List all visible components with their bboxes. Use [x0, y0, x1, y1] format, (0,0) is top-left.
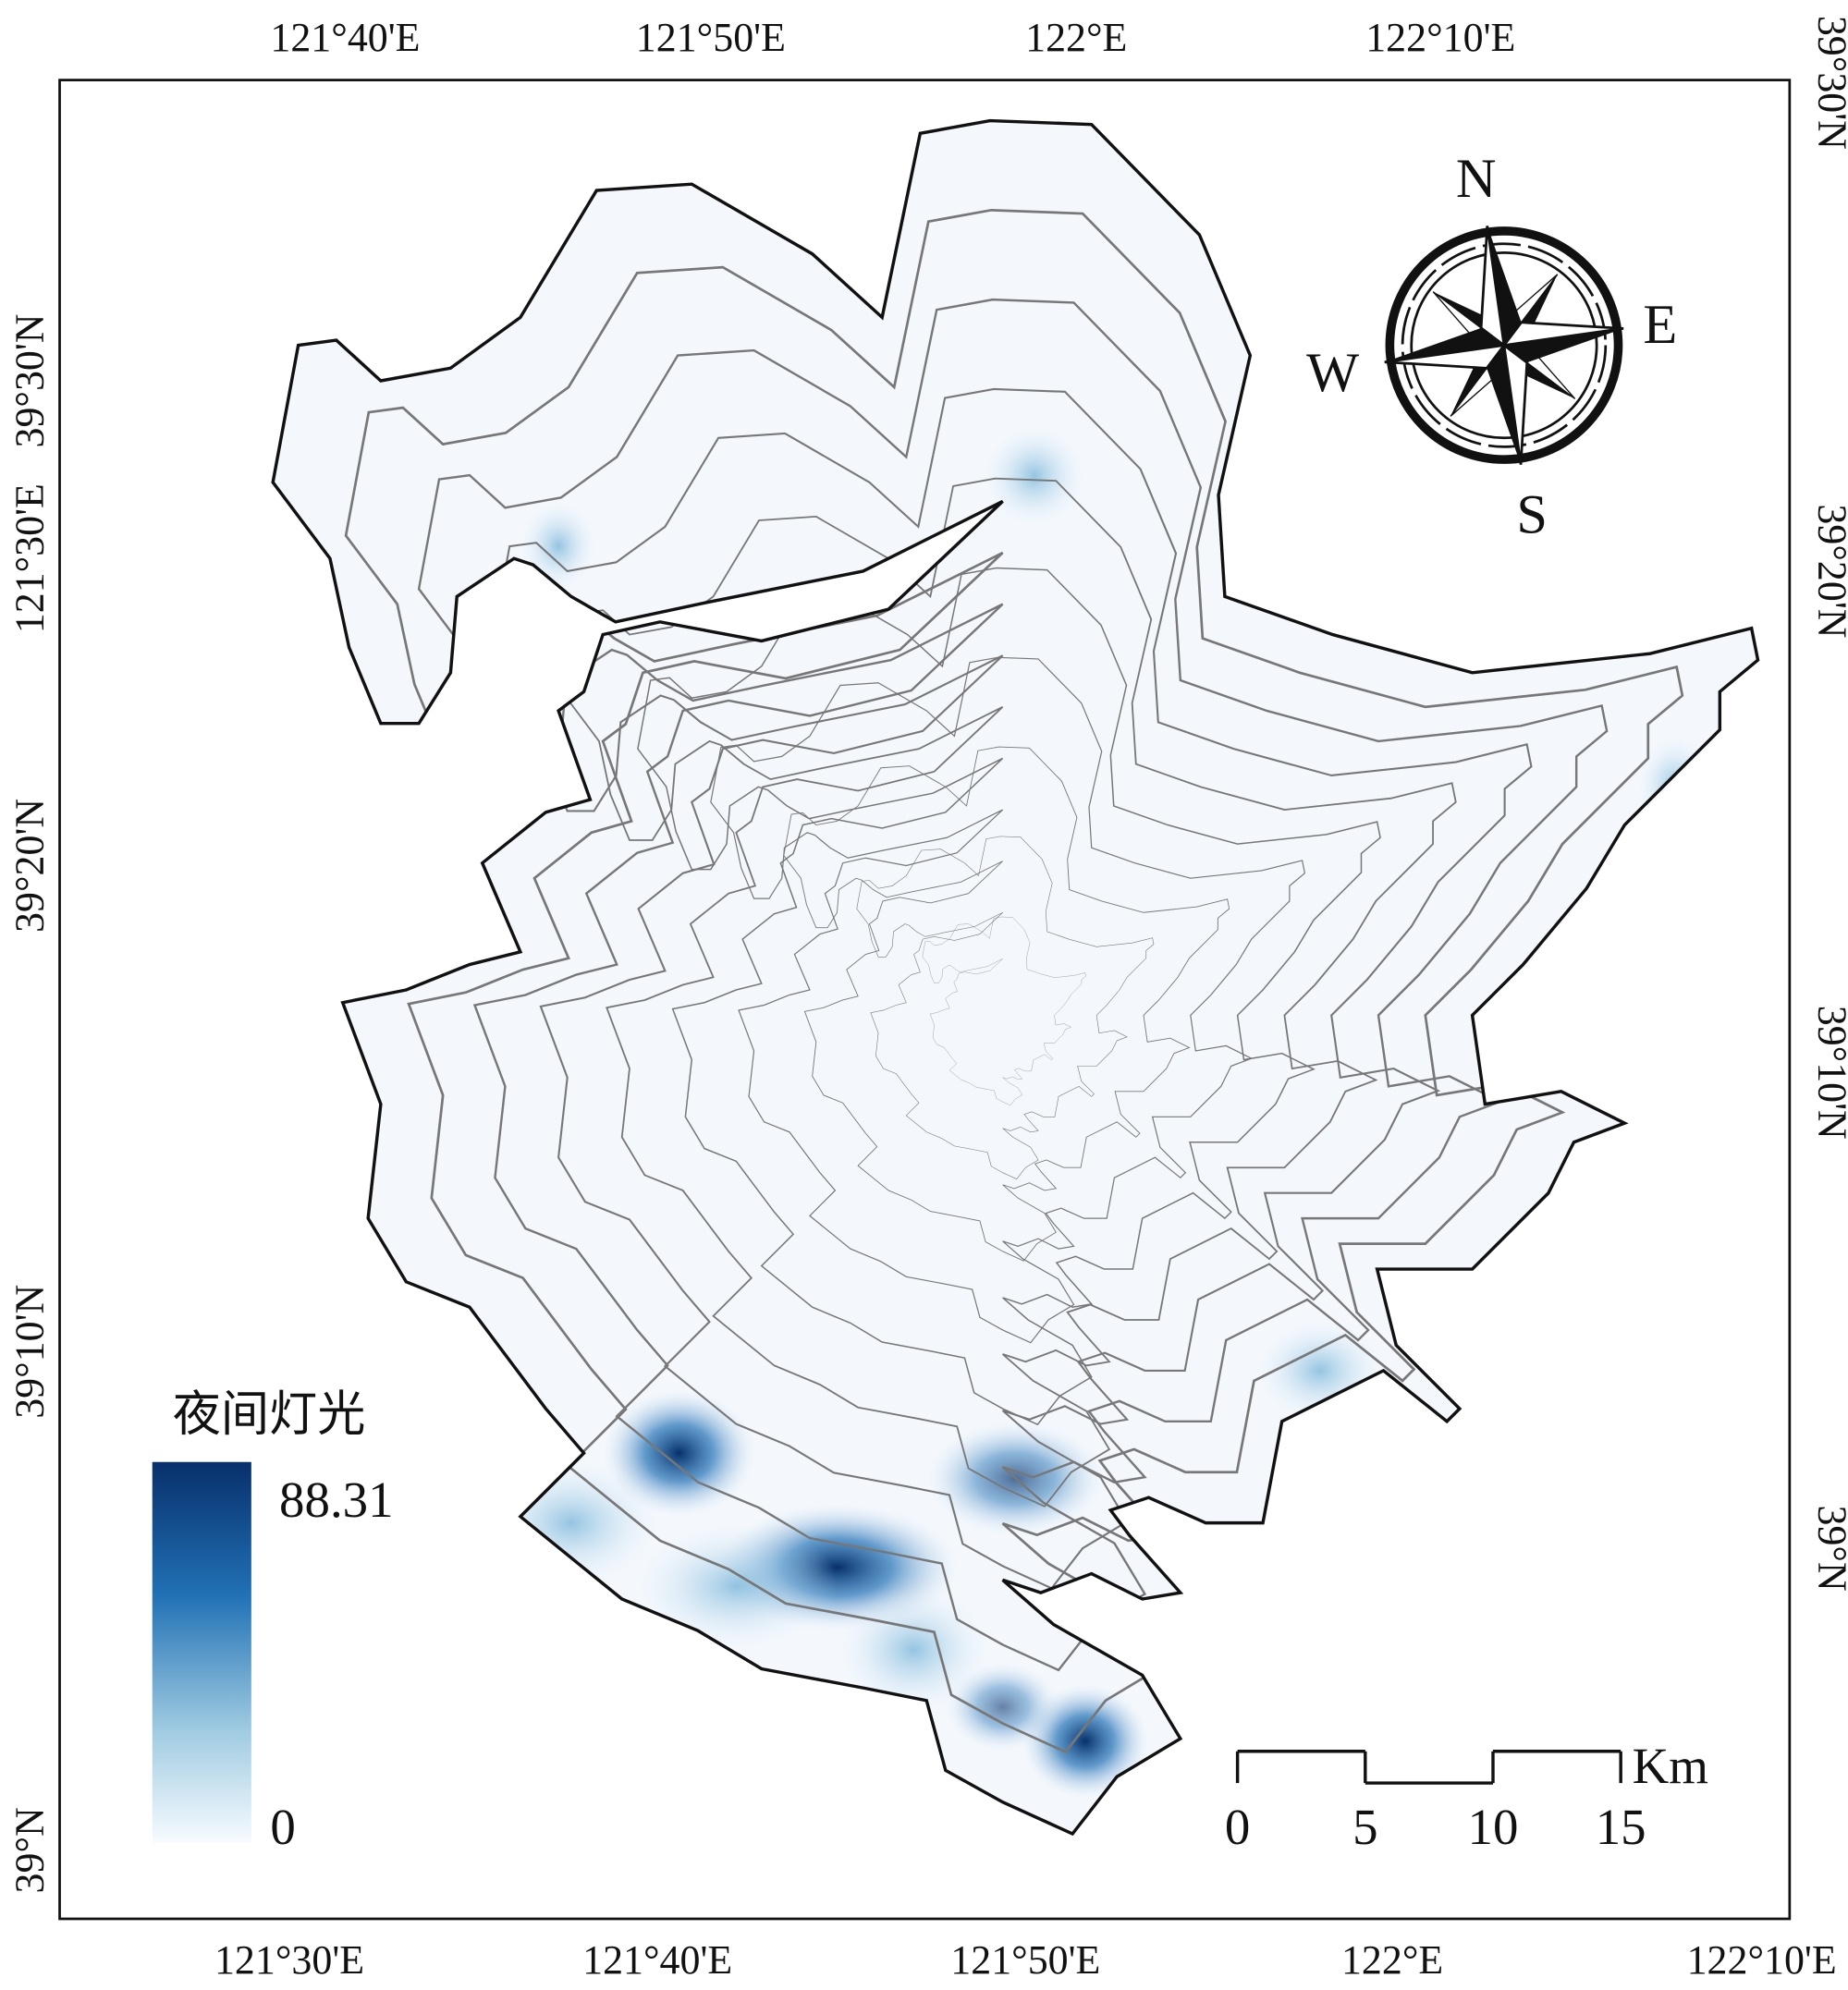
contours	[344, 208, 1684, 1754]
lat-label: 39°10'N	[7, 1285, 53, 1419]
compass-letter: E	[1643, 294, 1677, 356]
lat-label: 39°10'N	[1809, 1006, 1848, 1140]
contour-line	[344, 208, 1684, 1754]
legend-max: 88.31	[279, 1471, 394, 1528]
legend-min: 0	[270, 1799, 295, 1855]
lon-label: 121°40'E	[270, 15, 420, 60]
scale-bar: 0 5 10 15	[1225, 1750, 1646, 1855]
compass-ring	[1401, 242, 1608, 448]
scale-label: 10	[1468, 1799, 1519, 1855]
lon-label: 122°10'E	[1687, 1937, 1837, 1983]
hotspot	[838, 1586, 990, 1714]
contour-line	[637, 567, 1381, 1426]
lon-label: 121°40'E	[582, 1937, 732, 1983]
scale-label: 0	[1225, 1799, 1250, 1855]
lon-label: 121°30'E	[214, 1937, 364, 1983]
contour-line	[922, 916, 1086, 1106]
scale-label: 15	[1596, 1799, 1646, 1855]
lon-label: 122°10'E	[1365, 15, 1515, 60]
lat-label: 39°30'N	[1809, 16, 1848, 150]
lat-label: 39°20'N	[7, 799, 53, 933]
legend-colorbar	[152, 1461, 251, 1843]
legend-title: 夜间灯光	[173, 1386, 366, 1442]
compass-letter: S	[1516, 484, 1548, 546]
lat-label: 39°N	[7, 1807, 53, 1893]
contour-line	[563, 477, 1457, 1508]
lon-label: 121°50'E	[950, 1937, 1100, 1983]
compass-letter: W	[1306, 342, 1359, 404]
lon-label: 121°50'E	[636, 15, 786, 60]
compass-letter: N	[1456, 148, 1497, 210]
lat-label: 39°30'N	[7, 313, 53, 447]
hotspot	[984, 425, 1085, 527]
compass-ring	[1385, 226, 1623, 464]
lon-label: 121°30'E	[7, 483, 53, 633]
coastline	[271, 118, 1760, 1837]
hotspot	[520, 501, 597, 591]
contour-line	[417, 298, 1609, 1672]
lon-label: 122°E	[1341, 1937, 1443, 1983]
lat-label: 39°N	[1809, 1505, 1848, 1591]
contour-line	[783, 746, 1230, 1262]
contour-line	[710, 656, 1306, 1344]
lat-label: 39°20'N	[1809, 504, 1848, 638]
hotspot	[634, 1522, 838, 1650]
contour-line	[856, 836, 1155, 1179]
compass-ring	[1410, 250, 1598, 440]
scale-unit: Km	[1633, 1738, 1708, 1794]
compass: N E S W	[1306, 148, 1677, 546]
scale-label: 5	[1352, 1799, 1377, 1855]
lon-label: 122°E	[1025, 15, 1127, 60]
